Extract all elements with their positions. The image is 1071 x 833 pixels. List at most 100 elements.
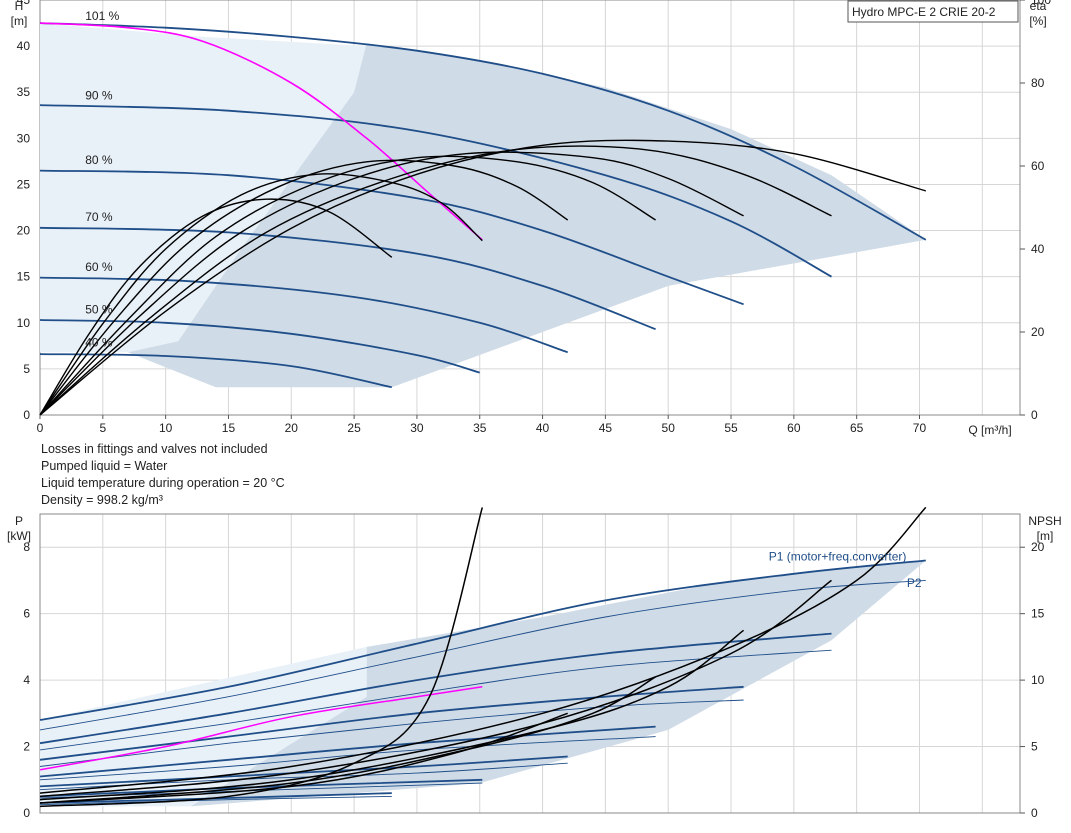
x-tick-label: 50 (662, 421, 676, 435)
speed-label: 101 % (85, 9, 119, 23)
y-tick-label: 0 (23, 408, 30, 422)
curve-p1-90 (39, 632, 832, 745)
curve-p2-101 (39, 579, 926, 731)
speed-label: 70 % (85, 210, 113, 224)
series-label-p2: P2 (907, 576, 922, 590)
y-tick-label: 0 (23, 806, 30, 820)
y-tick-label: 4 (23, 673, 30, 687)
x-tick-label: 0 (37, 421, 44, 435)
y2-tick-label: 60 (1031, 159, 1045, 173)
curve-p2-70 (39, 736, 656, 781)
curve-npsh-60 (39, 712, 568, 804)
x-tick-label: 65 (850, 421, 864, 435)
head-chart-ticks: 0 5 10 15 20 25 30 35 40 45 50 55 60 65 70 0 5 10 15 20 25 30… (17, 0, 1051, 435)
plot-frame (39, 513, 1021, 814)
curve-p1-40 (39, 792, 392, 804)
x-tick-label: 5 (99, 421, 106, 435)
curve-h-60 (39, 276, 568, 354)
curve-p1-101 (39, 559, 926, 721)
y2-tick-label: 20 (1031, 540, 1045, 554)
curve-p2-80 (39, 699, 744, 767)
power-chart-series-labels: P1 (motor+freq.converter)P2 (769, 550, 922, 591)
eta-axis-label-line2: [%] (1029, 14, 1046, 28)
y-tick-label: 10 (17, 316, 31, 330)
y2-tick-label: 10 (1031, 673, 1045, 687)
x-tick-label: 70 (913, 421, 927, 435)
note-losses: Losses in fittings and valves not includ… (41, 442, 268, 456)
curve-eta-80 (39, 151, 744, 416)
y-tick-label: 6 (23, 607, 30, 621)
curve-p1-80 (39, 685, 744, 761)
head-chart-operating-area (40, 23, 926, 388)
curve-npsh-90 (39, 579, 832, 798)
x-tick-label: 35 (473, 421, 487, 435)
curve-p2-90 (39, 649, 832, 751)
series-label-p1-motor-freq-converter: P1 (motor+freq.converter) (769, 550, 907, 564)
note-density: Density = 998.2 kg/m³ (41, 493, 163, 507)
curve-eta-50 (39, 173, 483, 416)
curve-h-80 (39, 169, 744, 306)
curve-p2-40 (39, 795, 392, 806)
curve-h-40 (39, 353, 392, 389)
y-tick-label: 20 (17, 224, 31, 238)
y-tick-label: 35 (17, 85, 31, 99)
curve-p1-70 (39, 725, 656, 778)
note-liquid: Pumped liquid = Water (41, 459, 168, 473)
speed-label: 60 % (85, 260, 113, 274)
npsh-axis-label-line2: [m] (1037, 529, 1054, 543)
speed-label: 80 % (85, 153, 113, 167)
x-tick-label: 45 (599, 421, 613, 435)
title-box (847, 0, 1019, 23)
x-tick-label: 60 (787, 421, 801, 435)
curve-npsh-101 (39, 506, 927, 794)
chart-title: Hydro MPC-E 2 CRIE 20-2 (852, 5, 996, 19)
curve-npsh-70 (39, 676, 656, 804)
operating-area-light (40, 23, 367, 353)
x-tick-label: 20 (285, 421, 299, 435)
npsh-axis-label-line1: NPSH (1028, 514, 1061, 528)
y2-tick-label: 100 (1031, 0, 1051, 7)
x-tick-label: 30 (410, 421, 424, 435)
curve-p-system (39, 686, 483, 771)
flow-axis-label: Q [m³/h] (968, 423, 1011, 437)
curve-eta-90 (39, 145, 832, 416)
head-axis-label-line2: [m] (11, 14, 28, 28)
power-axis-label-line1: P (15, 514, 23, 528)
y-tick-label: 5 (23, 362, 30, 376)
y-tick-label: 25 (17, 177, 31, 191)
speed-label: 40 % (85, 336, 113, 350)
curve-h-50 (39, 319, 480, 374)
power-axis-label-line2: [kW] (7, 529, 31, 543)
x-tick-label: 55 (724, 421, 738, 435)
head-chart-speed-labels: 101 % 90 % 80 % 70 % 60 % 50 % 40 % (85, 9, 119, 349)
y2-tick-label: 5 (1031, 740, 1038, 754)
power-chart-curves (39, 506, 927, 808)
curve-h-101 (39, 22, 927, 241)
y-tick-label: 30 (17, 131, 31, 145)
y2-tick-label: 0 (1031, 408, 1038, 422)
y-tick-label: 40 (17, 39, 31, 53)
y2-tick-label: 80 (1031, 76, 1045, 90)
x-tick-label: 15 (222, 421, 236, 435)
curve-p1-50 (39, 778, 483, 798)
head-chart-curves (39, 22, 927, 416)
x-tick-label: 10 (159, 421, 173, 435)
y-tick-label: 45 (17, 0, 31, 7)
y-tick-label: 2 (23, 740, 30, 754)
operating-area-dark (127, 43, 926, 388)
curve-h-90 (39, 104, 832, 278)
curve-eta-40 (39, 198, 393, 416)
y-tick-label: 15 (17, 270, 31, 284)
curve-h-system (39, 22, 483, 241)
y2-tick-label: 40 (1031, 242, 1045, 256)
y-tick-label: 8 (23, 540, 30, 554)
x-tick-label: 40 (536, 421, 550, 435)
curve-eta-101 (39, 139, 926, 416)
note-temperature: Liquid temperature during operation = 20… (41, 476, 285, 490)
speed-label: 90 % (85, 88, 113, 102)
curve-p1-60 (39, 755, 568, 788)
eta-axis-label-line1: eta (1030, 0, 1047, 13)
curve-eta-60 (39, 159, 569, 416)
x-tick-label: 25 (347, 421, 361, 435)
speed-label: 50 % (85, 302, 113, 316)
